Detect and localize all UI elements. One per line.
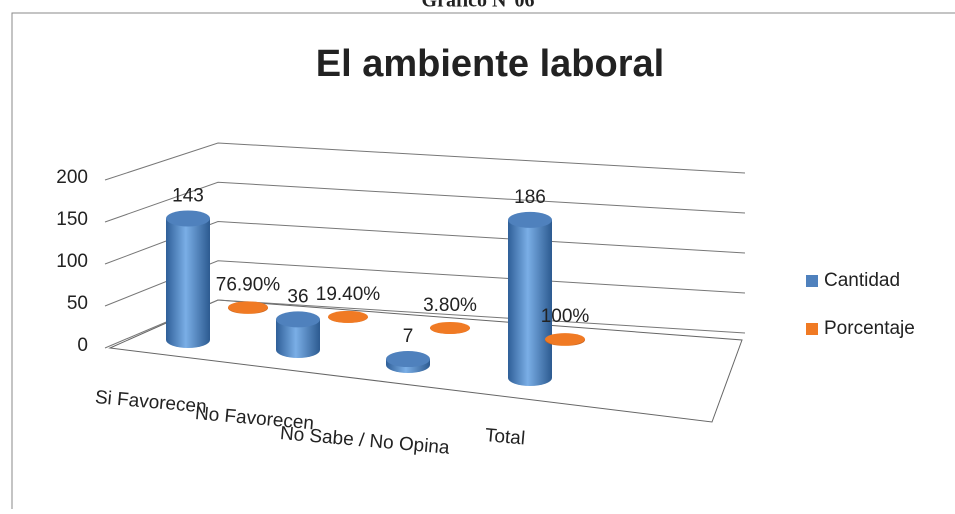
chart-frame [11,12,955,514]
data-label: 7 [403,326,414,347]
grid-line [104,220,746,265]
grid-line [104,260,746,307]
y-tick-label: 200 [56,167,88,188]
grid-line [104,142,746,181]
data-label: 3.80% [423,295,477,316]
bar [545,333,585,346]
bar [328,310,368,323]
bar [430,321,470,334]
legend-swatch [806,323,818,335]
bar [166,210,210,348]
data-label: 143 [172,185,204,206]
grid-line [104,181,746,223]
legend-label: Porcentaje [824,318,915,339]
legend-swatch [806,275,818,287]
data-label: 100% [541,306,590,327]
chart-title: El ambiente laboral [316,43,664,85]
y-tick-label: 100 [56,251,88,272]
x-tick-label: Si Favorecen [94,387,207,418]
x-tick-label: No Sabe / No Opina [279,423,451,459]
data-label: 36 [287,286,308,307]
y-tick-label: 50 [67,293,88,314]
data-label: 19.40% [316,284,381,305]
bar [228,301,268,314]
bar [508,211,552,386]
page-header: Gráfico N°06 [422,0,535,12]
data-label: 186 [514,187,546,208]
y-tick-label: 0 [77,335,88,356]
legend-label: Cantidad [824,270,900,291]
bar [276,311,320,358]
x-tick-label: Total [484,425,526,449]
data-label: 76.90% [216,274,281,295]
y-tick-label: 150 [56,209,88,230]
bar [386,351,430,373]
grid-line [104,299,746,349]
